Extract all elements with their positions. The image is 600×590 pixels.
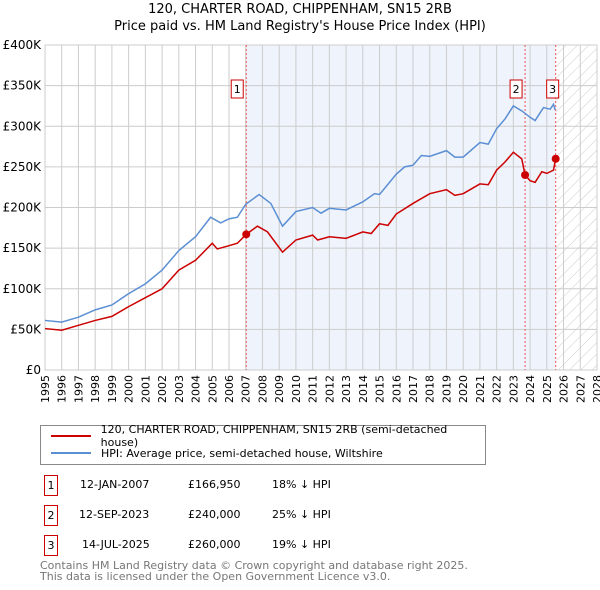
legend: 120, CHARTER ROAD, CHIPPENHAM, SN15 2RB … (40, 423, 486, 465)
x-tick-label: 2018 (424, 375, 437, 403)
plot-border (44, 44, 598, 371)
transaction-row: 1 12-JAN-2007 £166,950 18% ↓ HPI (40, 475, 600, 496)
x-tick-label: 2012 (323, 375, 336, 403)
x-tick-label: 2017 (407, 375, 420, 403)
x-tick-label: 1995 (39, 375, 52, 403)
transaction-row: 3 14-JUL-2025 £260,000 19% ↓ HPI (40, 535, 600, 556)
property-price-line (44, 151, 557, 331)
marker-badge: 2 (44, 505, 58, 526)
sale-label-box (230, 79, 244, 99)
legend-swatch (51, 452, 91, 454)
x-tick-label: 2001 (139, 375, 152, 403)
y-tick-label: £0 (26, 363, 41, 377)
x-tick-label: 2020 (457, 375, 470, 403)
x-tick-label: 2019 (440, 375, 453, 403)
y-tick-label: £50K (10, 322, 42, 336)
y-tick-label: £100K (3, 282, 43, 296)
sale-point (242, 230, 251, 239)
x-tick-label: 2002 (156, 375, 169, 403)
transaction-row: 2 12-SEP-2023 £240,000 25% ↓ HPI (40, 505, 600, 526)
transaction-price: £240,000 (188, 508, 241, 521)
x-tick-label: 2004 (190, 375, 203, 403)
hpi-line (44, 102, 556, 323)
y-tick-label: £150K (3, 241, 43, 255)
x-tick-label: 2013 (340, 375, 353, 403)
sale-label: 1 (234, 83, 241, 96)
plot-area: 1995 1996 1997 1998 1999 2000 2001 2002 2003 2004… (3, 38, 600, 403)
x-tick-label: 2021 (474, 375, 487, 403)
x-tick-label: 1998 (89, 375, 102, 403)
transaction-price: £260,000 (188, 538, 241, 551)
transaction-date: 12-JAN-2007 (80, 478, 150, 491)
y-tick-label: £350K (3, 79, 43, 93)
transaction-price: £166,950 (188, 478, 241, 491)
sale-label: 2 (513, 83, 520, 96)
x-tick-label: 2000 (123, 375, 136, 403)
legend-swatch (51, 435, 91, 437)
x-tick-label: 2010 (290, 375, 303, 403)
y-tick-label: £250K (3, 160, 43, 174)
y-tick-label: £300K (3, 119, 43, 133)
transaction-date: 14-JUL-2025 (82, 538, 150, 551)
x-tick-label: 2025 (541, 375, 554, 403)
y-tick-label: £200K (3, 201, 43, 215)
x-tick-label: 2023 (507, 375, 520, 403)
x-tick-label: 2016 (390, 375, 403, 403)
footer-line: Contains HM Land Registry data © Crown c… (40, 559, 468, 572)
y-tick-label: £400K (3, 38, 43, 52)
x-tick-label: 2027 (574, 375, 587, 403)
sale-point (551, 154, 560, 163)
legend-item-property: 120, CHARTER ROAD, CHIPPENHAM, SN15 2RB … (51, 423, 485, 449)
sale-label: 3 (549, 83, 556, 96)
legend-label: 120, CHARTER ROAD, CHIPPENHAM, SN15 2RB … (100, 423, 448, 449)
x-tick-label: 2011 (307, 375, 320, 403)
x-tick-label: 2009 (273, 375, 286, 403)
legend-item-hpi: HPI: Average price, semi-detached house,… (51, 445, 383, 461)
transaction-hpi: 19% ↓ HPI (272, 538, 331, 551)
x-tick-label: 2015 (374, 375, 387, 403)
marker-badge: 1 (44, 475, 58, 496)
x-tick-label: 2005 (206, 375, 219, 403)
transaction-hpi: 25% ↓ HPI (272, 508, 331, 521)
x-tick-label: 2028 (591, 375, 600, 403)
footer-line: This data is licensed under the Open Gov… (40, 570, 391, 583)
sale-point (521, 171, 530, 179)
transaction-date: 12-SEP-2023 (79, 508, 150, 521)
x-tick-label: 2007 (240, 375, 253, 403)
chart-title: 120, CHARTER ROAD, CHIPPENHAM, SN15 2RB (148, 2, 452, 17)
x-tick-label: 1999 (106, 375, 119, 403)
x-tick-label: 1996 (56, 375, 69, 403)
marker-badge: 3 (44, 535, 58, 556)
footer: Contains HM Land Registry data © Crown c… (40, 560, 468, 582)
x-tick-label: 2022 (491, 375, 504, 403)
sale-label-box (509, 79, 523, 99)
x-tick-label: 2024 (524, 375, 537, 403)
sale-label-box (546, 79, 560, 99)
legend-label: HPI: Average price, semi-detached house,… (101, 446, 383, 460)
x-tick-label: 2026 (558, 375, 571, 403)
x-tick-label: 2008 (256, 375, 269, 403)
x-tick-label: 2006 (223, 375, 236, 403)
x-tick-label: 1997 (72, 375, 85, 403)
x-tick-label: 2014 (357, 375, 370, 403)
chart-subtitle: Price paid vs. HM Land Registry's House … (114, 19, 486, 34)
x-tick-label: 2003 (173, 375, 186, 403)
transaction-hpi: 18% ↓ HPI (272, 478, 331, 491)
